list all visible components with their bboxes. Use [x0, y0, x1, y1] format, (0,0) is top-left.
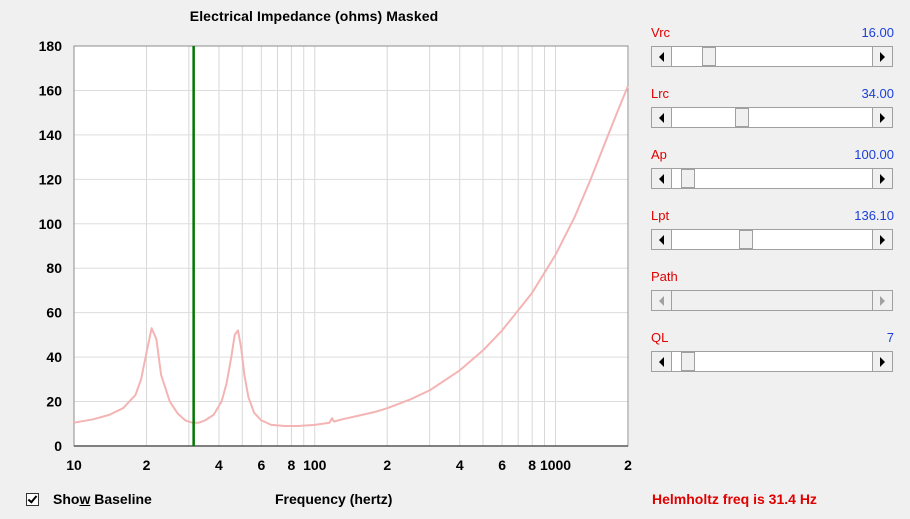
arrow-left-icon	[652, 291, 672, 310]
arrow-left-icon[interactable]	[652, 352, 672, 371]
slider-value: 100.00	[854, 147, 894, 162]
x-tick-label: 1000	[540, 457, 571, 473]
slider-value: 34.00	[861, 86, 894, 101]
arrow-left-icon[interactable]	[652, 47, 672, 66]
x-tick-label: 2	[143, 457, 151, 473]
lrc-scrollbar[interactable]	[651, 107, 893, 128]
arrow-right-icon[interactable]	[872, 169, 892, 188]
slider-vrc: Vrc 16.00	[651, 25, 894, 86]
slider-ap: Ap 100.00	[651, 147, 894, 208]
y-tick-labels: 0 20 40 60 80 100 120 140 160 180	[39, 38, 63, 454]
scroll-thumb[interactable]	[735, 108, 750, 127]
impedance-curve	[73, 85, 629, 427]
slider-label: QL	[651, 330, 669, 345]
x-tick-label: 8	[288, 457, 296, 473]
lpt-scrollbar[interactable]	[651, 229, 893, 250]
slider-ql: QL 7	[651, 330, 894, 391]
scroll-thumb[interactable]	[681, 352, 696, 371]
arrow-right-icon[interactable]	[872, 108, 892, 127]
show-baseline-checkbox[interactable]: Show Baseline	[26, 490, 152, 508]
x-tick-label: 100	[303, 457, 327, 473]
x-tick-label: 6	[498, 457, 506, 473]
y-tick-label: 120	[39, 171, 63, 187]
y-tick-label: 160	[39, 82, 63, 98]
slider-value: 16.00	[861, 25, 894, 40]
arrow-right-icon[interactable]	[872, 230, 892, 249]
arrow-left-icon[interactable]	[652, 169, 672, 188]
parameter-sliders: Vrc 16.00 Lrc 34.00 Ap 100.00 Lpt 136.10	[651, 25, 894, 391]
x-tick-label: 4	[456, 457, 464, 473]
slider-value: 136.10	[854, 208, 894, 223]
y-tick-label: 100	[39, 216, 63, 232]
checkmark-icon[interactable]	[26, 492, 39, 506]
arrow-right-icon[interactable]	[872, 47, 892, 66]
helmholtz-status: Helmholtz freq is 31.4 Hz	[652, 491, 817, 507]
slider-label: Lpt	[651, 208, 670, 223]
x-tick-label: 4	[215, 457, 223, 473]
path-scrollbar	[651, 290, 893, 311]
chart-title: Electrical Impedance (ohms) Masked	[189, 8, 439, 24]
scroll-thumb[interactable]	[701, 47, 716, 66]
show-baseline-label: Show Baseline	[53, 491, 152, 507]
y-tick-label: 0	[54, 438, 62, 454]
slider-value: 7	[886, 330, 894, 345]
slider-label: Path	[651, 269, 678, 284]
y-tick-label: 60	[46, 305, 62, 321]
x-tick-label: 10	[66, 457, 82, 473]
slider-label: Vrc	[651, 25, 671, 40]
vrc-scrollbar[interactable]	[651, 46, 893, 67]
x-tick-label: 2	[383, 457, 391, 473]
slider-path: Path	[651, 269, 894, 330]
x-tick-label: 8	[528, 457, 536, 473]
arrow-right-icon	[872, 291, 892, 310]
x-axis-title: Frequency (hertz)	[275, 491, 393, 507]
arrow-left-icon[interactable]	[652, 108, 672, 127]
y-tick-label: 80	[46, 260, 62, 276]
x-tick-label: 6	[257, 457, 265, 473]
arrow-right-icon[interactable]	[872, 352, 892, 371]
scroll-thumb[interactable]	[681, 169, 696, 188]
ql-scrollbar[interactable]	[651, 351, 893, 372]
arrow-left-icon[interactable]	[652, 230, 672, 249]
y-tick-label: 180	[39, 38, 63, 54]
slider-label: Lrc	[651, 86, 670, 101]
x-tick-label: 2	[624, 457, 632, 473]
slider-label: Ap	[651, 147, 667, 162]
y-tick-label: 20	[46, 394, 62, 410]
scroll-thumb[interactable]	[738, 230, 753, 249]
ap-scrollbar[interactable]	[651, 168, 893, 189]
y-tick-label: 140	[39, 127, 63, 143]
slider-lpt: Lpt 136.10	[651, 208, 894, 269]
grid-lines	[74, 45, 628, 446]
plot-area	[74, 46, 629, 447]
y-tick-label: 40	[46, 349, 62, 365]
slider-lrc: Lrc 34.00	[651, 86, 894, 147]
x-tick-labels: 10 2 4 6 8 100 2 4 6 8 1000 2	[66, 457, 632, 473]
